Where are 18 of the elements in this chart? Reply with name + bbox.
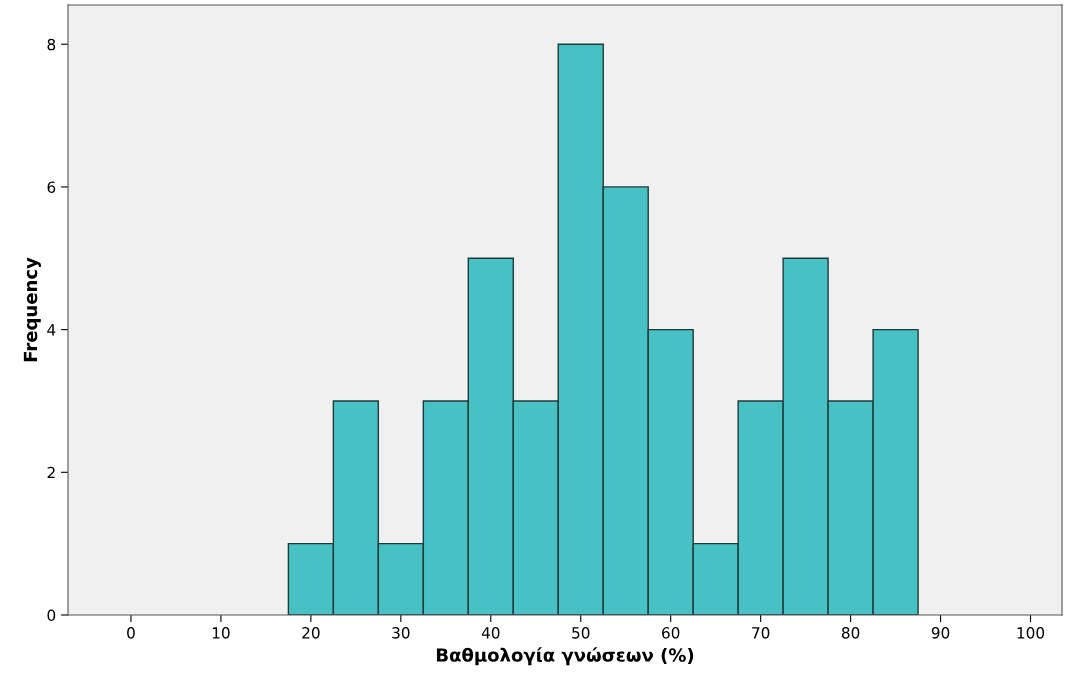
x-tick-label: 60 xyxy=(662,627,680,639)
x-tick-label: 50 xyxy=(572,627,590,639)
x-tick-label: 10 xyxy=(212,627,230,639)
y-axis-title: Frequency xyxy=(23,257,41,362)
y-tick-label: 4 xyxy=(47,324,56,336)
x-tick-label: 0 xyxy=(127,627,135,639)
x-tick-label: 70 xyxy=(752,627,770,639)
x-tick-label: 80 xyxy=(841,627,860,639)
y-tick-label: 2 xyxy=(47,466,55,479)
x-tick-label: 30 xyxy=(392,627,410,639)
y-tick-label: 8 xyxy=(47,38,56,51)
x-tick-label: 40 xyxy=(481,627,500,639)
x-tick-label: 100 xyxy=(1017,627,1045,639)
x-axis-title: Βαθμολογία γνώσεων (%) xyxy=(436,647,694,666)
y-tick-label: 6 xyxy=(47,181,56,193)
x-tick-label: 20 xyxy=(302,627,320,639)
y-tick-label: 0 xyxy=(47,609,56,622)
x-tick-label: 90 xyxy=(931,627,950,639)
